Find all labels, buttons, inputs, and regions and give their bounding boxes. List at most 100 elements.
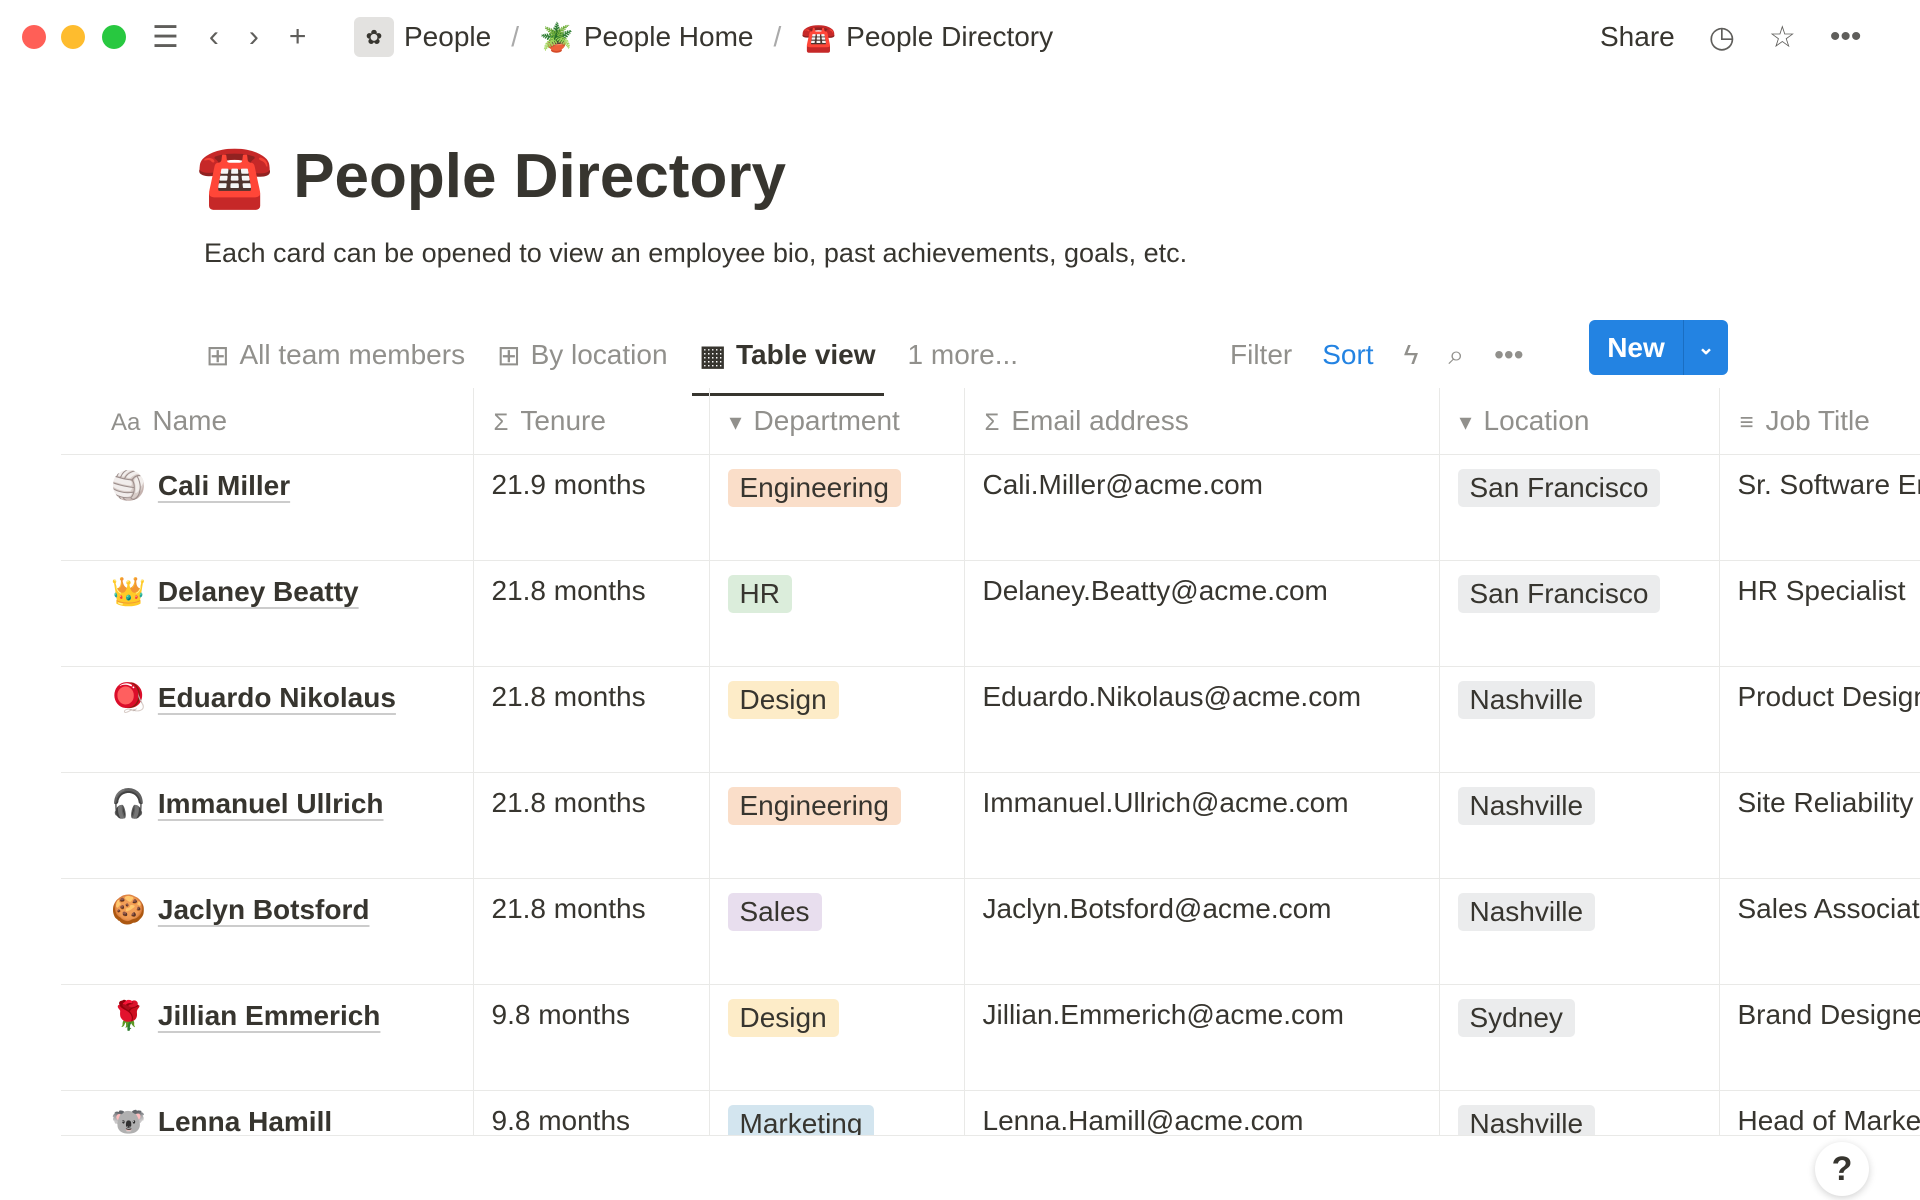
tab-table-view[interactable]: ▦ Table view xyxy=(691,325,884,396)
maximize-window-button[interactable] xyxy=(102,25,126,49)
department-cell[interactable]: Design xyxy=(709,984,965,1091)
person-name-link[interactable]: Delaney Beatty xyxy=(157,575,359,607)
location-cell[interactable]: Nashville xyxy=(1439,1090,1720,1135)
email-cell[interactable]: Cali.Miller@acme.com xyxy=(964,454,1440,561)
name-cell[interactable]: 🍪 Jaclyn Botsford xyxy=(61,878,474,985)
location-cell[interactable]: Sydney xyxy=(1439,984,1720,1091)
location-cell[interactable]: San Francisco xyxy=(1439,454,1720,561)
sort-button[interactable]: Sort xyxy=(1322,339,1374,370)
name-cell[interactable]: 🐨 Lenna Hamill xyxy=(61,1090,474,1136)
column-header-name[interactable]: Aa Name xyxy=(61,388,474,455)
column-header-job-title[interactable]: ≡ Job Title xyxy=(1719,388,1920,455)
tab-all-team-members[interactable]: ⊞ All team members xyxy=(206,325,465,385)
person-name-link[interactable]: Lenna Hamill xyxy=(157,1105,333,1136)
location-tag: San Francisco xyxy=(1457,574,1661,613)
person-name-link[interactable]: Cali Miller xyxy=(157,469,291,501)
job-title-cell[interactable]: Product Designer xyxy=(1719,666,1920,773)
name-cell[interactable]: 🌹 Jillian Emmerich xyxy=(61,984,474,1091)
email-cell[interactable]: Jaclyn.Botsford@acme.com xyxy=(964,878,1440,985)
forward-icon[interactable]: › xyxy=(248,20,259,53)
table-row[interactable]: 👑 Delaney Beatty 21.8 months HR Delaney.B… xyxy=(61,560,1920,667)
chevron-down-icon[interactable]: ⌄ xyxy=(1697,337,1715,359)
back-icon[interactable]: ‹ xyxy=(208,20,219,53)
tenure-cell[interactable]: 21.8 months xyxy=(473,878,710,985)
name-cell[interactable]: 🎧 Immanuel Ullrich xyxy=(61,772,474,879)
filter-button[interactable]: Filter xyxy=(1230,339,1293,370)
job-title-cell[interactable]: Head of Marketing xyxy=(1719,1090,1920,1135)
email-value: Cali.Miller@acme.com xyxy=(982,468,1263,500)
star-icon[interactable]: ☆ xyxy=(1768,20,1796,54)
tenure-cell[interactable]: 21.9 months xyxy=(473,454,710,561)
department-cell[interactable]: HR xyxy=(709,560,965,667)
table-row[interactable]: 🐨 Lenna Hamill 9.8 months Marketing Lenna… xyxy=(61,1090,1920,1136)
breadcrumb: ✿ People / 🪴 People Home / ☎️ People Direc… xyxy=(354,16,1053,58)
person-name-link[interactable]: Eduardo Nikolaus xyxy=(157,681,396,713)
column-header-email-address[interactable]: Σ Email address xyxy=(964,388,1440,455)
email-cell[interactable]: Immanuel.Ullrich@acme.com xyxy=(964,772,1440,879)
minimize-window-button[interactable] xyxy=(61,25,85,49)
tenure-cell[interactable]: 9.8 months xyxy=(473,984,710,1091)
table-row[interactable]: 🏐 Cali Miller 21.9 months Engineering Cal… xyxy=(61,454,1920,561)
table-row[interactable]: 🍪 Jaclyn Botsford 21.8 months Sales Jacly… xyxy=(61,878,1920,985)
department-cell[interactable]: Marketing xyxy=(709,1090,965,1135)
more-options-icon[interactable]: ••• xyxy=(1494,339,1524,370)
new-button[interactable]: New xyxy=(1589,320,1684,375)
job-title-value: Product Designer xyxy=(1737,680,1920,712)
column-header-department[interactable]: ▾ Department xyxy=(709,388,965,455)
tab-label: Table view xyxy=(736,339,876,370)
menu-icon[interactable]: ☰ xyxy=(152,20,179,54)
table-scroll-area[interactable]: Aa Name Σ Tenure ▾ Department Σ Email address ▾ L… xyxy=(61,388,1920,1136)
name-cell[interactable]: 🪀 Eduardo Nikolaus xyxy=(61,666,474,773)
email-cell[interactable]: Jillian.Emmerich@acme.com xyxy=(964,984,1440,1091)
job-title-cell[interactable]: HR Specialist xyxy=(1719,560,1920,667)
email-value: Eduardo.Nikolaus@acme.com xyxy=(982,680,1362,712)
email-cell[interactable]: Lenna.Hamill@acme.com xyxy=(964,1090,1440,1135)
breadcrumb-people[interactable]: People xyxy=(404,21,492,52)
location-tag: San Francisco xyxy=(1457,468,1661,507)
tenure-cell[interactable]: 21.8 months xyxy=(473,666,710,773)
location-cell[interactable]: Nashville xyxy=(1439,878,1720,985)
department-cell[interactable]: Sales xyxy=(709,878,965,985)
automation-icon[interactable]: ϟ xyxy=(1403,339,1419,370)
column-header-location[interactable]: ▾ Location xyxy=(1439,388,1720,455)
tenure-value: 21.9 months xyxy=(491,468,646,500)
more-icon[interactable]: ••• xyxy=(1829,20,1862,53)
email-cell[interactable]: Delaney.Beatty@acme.com xyxy=(964,560,1440,667)
email-cell[interactable]: Eduardo.Nikolaus@acme.com xyxy=(964,666,1440,773)
job-title-cell[interactable]: Sr. Software Engineer xyxy=(1719,454,1920,561)
add-icon[interactable]: + xyxy=(288,20,307,53)
job-title-cell[interactable]: Site Reliability Engineer xyxy=(1719,772,1920,879)
breadcrumb-people-home[interactable]: People Home xyxy=(583,21,754,52)
person-name-link[interactable]: Jillian Emmerich xyxy=(157,999,381,1031)
name-cell[interactable]: 👑 Delaney Beatty xyxy=(61,560,474,667)
close-window-button[interactable] xyxy=(22,25,46,49)
location-cell[interactable]: Nashville xyxy=(1439,772,1720,879)
history-icon[interactable]: ◷ xyxy=(1708,20,1735,54)
job-title-cell[interactable]: Sales Associate xyxy=(1719,878,1920,985)
location-cell[interactable]: Nashville xyxy=(1439,666,1720,773)
header-label: Email address xyxy=(1011,404,1189,436)
table-row[interactable]: 🌹 Jillian Emmerich 9.8 months Design Jill… xyxy=(61,984,1920,1091)
location-cell[interactable]: San Francisco xyxy=(1439,560,1720,667)
person-name-link[interactable]: Immanuel Ullrich xyxy=(157,787,384,819)
search-icon[interactable]: ⌕ xyxy=(1448,338,1465,370)
tenure-value: 9.8 months xyxy=(491,1104,631,1136)
tab-by-location[interactable]: ⊞ By location xyxy=(497,325,667,385)
person-name-link[interactable]: Jaclyn Botsford xyxy=(157,893,370,925)
table-row[interactable]: 🪀 Eduardo Nikolaus 21.8 months Design Edu… xyxy=(61,666,1920,773)
tenure-cell[interactable]: 9.8 months xyxy=(473,1090,710,1136)
department-cell[interactable]: Engineering xyxy=(709,454,965,561)
property-type-icon: Aa xyxy=(111,408,141,436)
name-cell[interactable]: 🏐 Cali Miller xyxy=(61,454,474,561)
more-views-button[interactable]: 1 more... xyxy=(907,339,1019,370)
breadcrumb-people-directory[interactable]: People Directory xyxy=(846,21,1054,52)
column-header-tenure[interactable]: Σ Tenure xyxy=(473,388,710,455)
tenure-cell[interactable]: 21.8 months xyxy=(473,772,710,879)
table-row[interactable]: 🎧 Immanuel Ullrich 21.8 months Engineerin… xyxy=(61,772,1920,879)
department-cell[interactable]: Design xyxy=(709,666,965,773)
help-button[interactable]: ? xyxy=(1815,1142,1869,1196)
job-title-cell[interactable]: Brand Designer xyxy=(1719,984,1920,1091)
tenure-cell[interactable]: 21.8 months xyxy=(473,560,710,667)
share-button[interactable]: Share xyxy=(1600,21,1675,52)
department-cell[interactable]: Engineering xyxy=(709,772,965,879)
